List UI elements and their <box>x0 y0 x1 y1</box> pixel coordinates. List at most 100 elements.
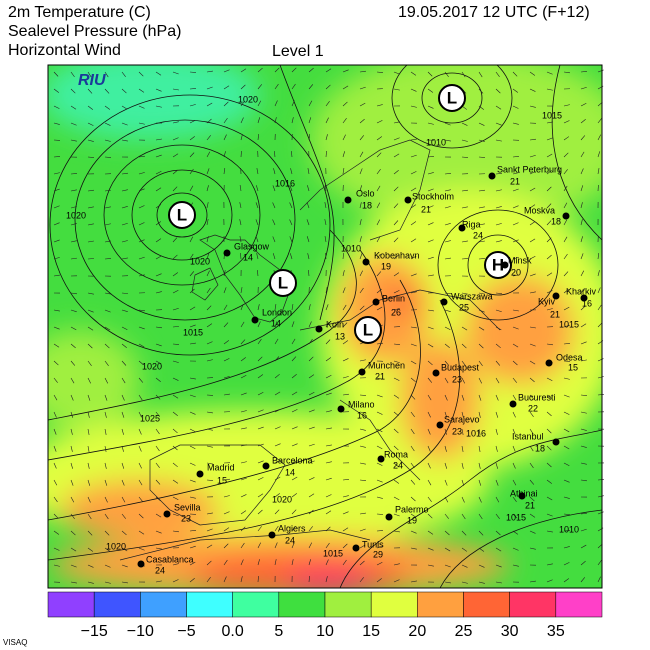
wind-arrow <box>563 562 570 566</box>
colorbar-swatch <box>370 591 418 618</box>
wind-arrow <box>427 343 434 348</box>
wind-arrow <box>308 100 313 107</box>
wind-arrow <box>121 105 128 110</box>
wind-arrow <box>223 151 226 158</box>
wind-arrow <box>87 88 93 94</box>
wind-arrow <box>529 377 535 383</box>
wind-arrow <box>512 547 519 551</box>
wind-arrow <box>206 202 209 209</box>
wind-arrow <box>138 222 145 226</box>
wind-arrow <box>189 152 195 158</box>
wind-arrow <box>87 206 94 209</box>
wind-arrow <box>272 185 276 192</box>
wind-arrow <box>342 304 347 311</box>
wind-arrow <box>308 338 313 345</box>
wind-arrow <box>563 306 570 311</box>
wind-arrow <box>444 564 451 568</box>
wind-arrow <box>563 496 570 499</box>
wind-arrow <box>512 257 519 260</box>
wind-arrow <box>512 309 519 312</box>
wind-arrow <box>546 513 553 517</box>
city-name: Istanbul <box>512 431 544 441</box>
wind-arrow <box>410 360 417 365</box>
wind-arrow <box>172 88 179 91</box>
wind-arrow <box>53 205 60 209</box>
wind-arrow <box>512 71 518 77</box>
wind-arrow <box>563 120 570 124</box>
pressure-center: L <box>447 88 457 107</box>
wind-arrow <box>597 304 602 311</box>
wind-arrow <box>563 136 570 141</box>
wind-arrow <box>444 581 451 584</box>
city-temp: 19 <box>381 261 391 271</box>
city-dot <box>223 249 231 257</box>
city-name: Barcelona <box>272 455 313 465</box>
wind-arrow <box>138 188 145 192</box>
wind-arrow <box>580 288 585 294</box>
isobars <box>48 65 602 588</box>
wind-arrow <box>546 153 553 158</box>
wind-arrow <box>121 394 125 401</box>
wind-arrow <box>512 122 519 125</box>
wind-arrow <box>529 204 536 209</box>
wind-arrow <box>597 576 601 583</box>
wind-arrow <box>121 122 128 126</box>
wind-arrow <box>325 576 328 583</box>
wind-arrow <box>342 134 346 141</box>
wind-arrow <box>121 343 127 348</box>
wind-arrow <box>257 84 263 90</box>
city-temp: 21 <box>421 204 431 214</box>
wind-arrow <box>478 343 484 349</box>
wind-arrow <box>138 239 145 243</box>
city-dot <box>458 224 466 232</box>
wind-arrow <box>308 576 310 583</box>
wind-arrow <box>274 559 277 566</box>
wind-arrow <box>257 391 264 396</box>
wind-arrow <box>223 576 227 583</box>
wind-arrow <box>478 479 482 486</box>
wind-arrow <box>580 577 586 583</box>
wind-arrow <box>410 255 417 260</box>
wind-arrow <box>597 511 604 515</box>
city-temp: 16 <box>582 298 592 308</box>
wind-arrow <box>121 581 128 584</box>
wind-arrow <box>87 411 90 418</box>
wind-arrow <box>257 338 262 345</box>
city-name: Kobenhavn <box>374 250 420 260</box>
wind-arrow <box>206 219 209 226</box>
wind-arrow <box>427 326 434 330</box>
colorbar-swatch <box>93 591 141 618</box>
wind-arrow <box>70 105 77 110</box>
wind-arrow <box>70 122 77 126</box>
wind-arrow <box>104 462 107 469</box>
wind-arrow <box>325 542 330 549</box>
city-dot <box>432 369 440 377</box>
wind-arrow <box>70 343 76 349</box>
wind-arrow <box>495 394 499 401</box>
city-name: Odesa <box>556 352 583 362</box>
wind-arrow <box>87 581 94 584</box>
wind-arrow <box>580 202 583 209</box>
wind-arrow <box>291 409 298 413</box>
wind-arrow <box>529 530 536 534</box>
wind-arrow <box>529 291 536 294</box>
wind-arrow <box>393 71 400 75</box>
wind-arrow <box>325 321 330 328</box>
colorbar-label: 30 <box>501 623 519 640</box>
wind-arrow <box>495 189 502 192</box>
wind-arrow <box>427 205 434 209</box>
wind-arrow <box>495 122 502 126</box>
wind-arrow <box>308 460 315 464</box>
wind-arrow <box>291 117 294 124</box>
wind-arrow <box>529 479 535 485</box>
wind-arrow <box>546 343 553 346</box>
wind-arrow <box>257 575 259 583</box>
wind-arrow <box>478 88 484 94</box>
wind-arrow <box>138 530 145 535</box>
temperature-field <box>48 65 602 588</box>
wind-arrow <box>239 185 242 192</box>
wind-arrow <box>342 543 348 549</box>
wind-arrow <box>495 428 498 435</box>
wind-arrow <box>87 564 94 568</box>
wind-arrow <box>495 309 502 313</box>
